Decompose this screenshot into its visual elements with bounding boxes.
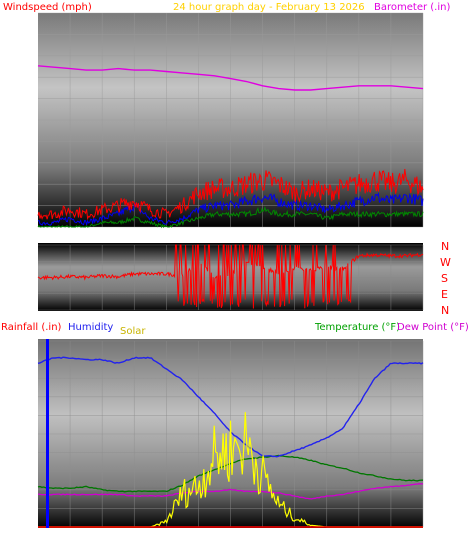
direction-letter-n-top: N (441, 240, 449, 253)
direction-letter-s: S (441, 272, 448, 285)
wind-average-line (37, 205, 424, 229)
grid-layer (38, 12, 424, 528)
direction-letter-w: W (440, 256, 451, 269)
direction-letter-n-bottom: N (441, 304, 449, 317)
windspeed-axis-title: Windspeed (mph) (3, 2, 92, 13)
series-layer (37, 65, 424, 528)
wind-gust-line (37, 168, 424, 221)
temperature-axis-title: Temperature (°F) (314, 322, 400, 333)
rainfall-axis-bar (46, 339, 49, 528)
dewpoint-line (37, 483, 424, 500)
wind-direction-line (37, 244, 424, 309)
temperature-line (37, 454, 424, 493)
barometer-line (37, 65, 424, 91)
chart-title: 24 hour graph day - February 13 2026 (173, 2, 365, 13)
wind-speed-line (37, 192, 424, 226)
dewpoint-axis-title: Dew Point (°F) (397, 322, 469, 333)
humidity-axis-title: Humidity (68, 322, 113, 333)
solar-axis-title: Solar (120, 326, 146, 337)
direction-letter-e: E (441, 288, 448, 301)
rainfall-axis-title: Rainfall (.in) (1, 322, 62, 333)
barometer-axis-title: Barometer (.in) (374, 2, 450, 13)
